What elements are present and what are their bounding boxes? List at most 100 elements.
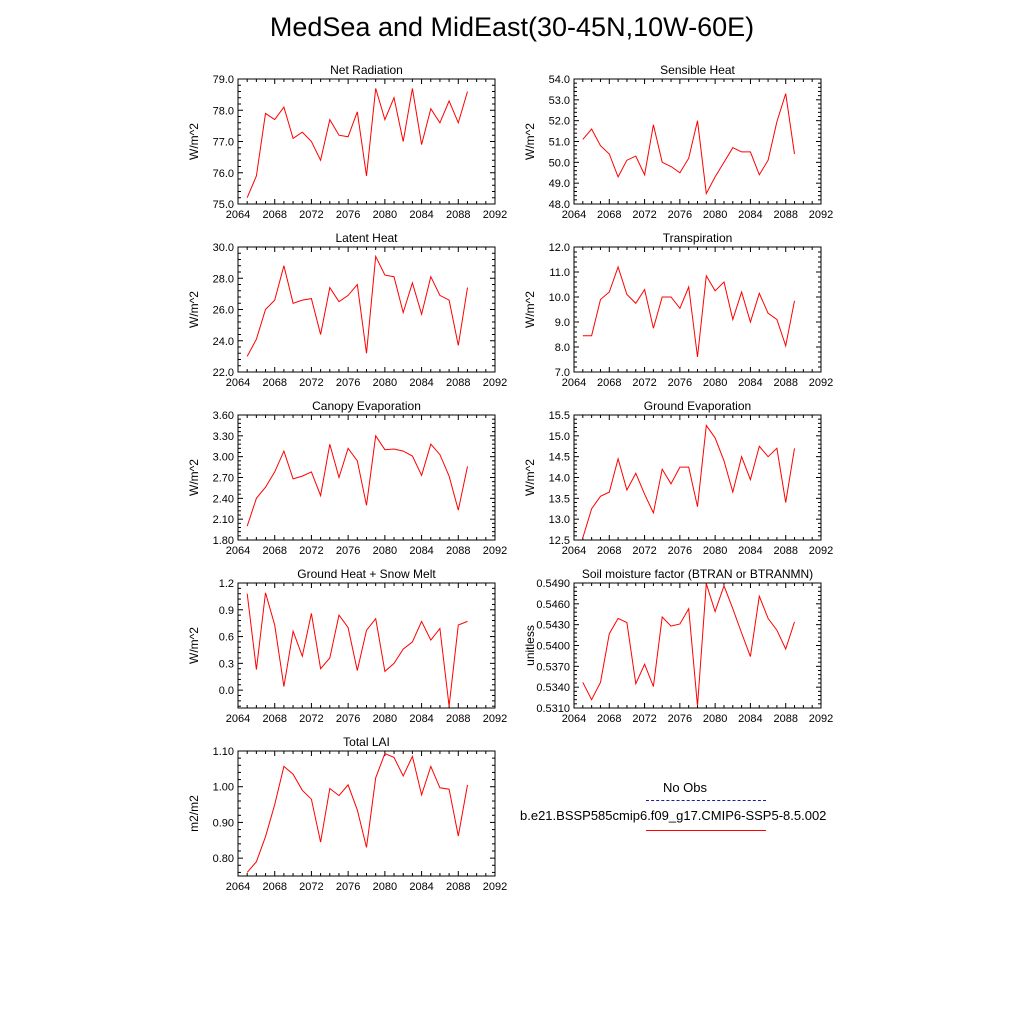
panel-4-ylabel: W/m^2 xyxy=(523,291,537,328)
panel-2-xtick-label: 2084 xyxy=(738,209,762,221)
panel-4-ytick-label: 12.0 xyxy=(549,242,570,254)
panel-1-ytick-label: 78.0 xyxy=(213,105,234,117)
panel-8-xtick-label: 2084 xyxy=(738,713,762,725)
panel-6-ytick-label: 13.0 xyxy=(549,514,570,526)
panel-9-title: Total LAI xyxy=(343,735,390,749)
panel-5-ytick-label: 3.60 xyxy=(213,410,234,422)
panel-3-ytick-label: 22.0 xyxy=(213,367,234,379)
panel-2-xtick-label: 2064 xyxy=(562,209,586,221)
panel-3-ytick-label: 24.0 xyxy=(213,336,234,348)
panel-2-ytick-label: 50.0 xyxy=(549,157,570,169)
panel-6-xtick-label: 2076 xyxy=(668,545,692,557)
panel-8-xtick-label: 2080 xyxy=(703,713,727,725)
panel-8-ytick-label: 0.5490 xyxy=(536,578,570,590)
panel-6-ytick-label: 14.5 xyxy=(549,452,570,464)
panel-2-title: Sensible Heat xyxy=(660,63,735,77)
panel-9-xtick-label: 2080 xyxy=(373,881,397,893)
panel-8-xtick-label: 2064 xyxy=(562,713,586,725)
panel-6-xtick-label: 2084 xyxy=(738,545,762,557)
panel-5-ytick-label: 2.70 xyxy=(213,473,234,485)
panel-1-ytick-label: 75.0 xyxy=(213,199,234,211)
panel-8-xtick-label: 2072 xyxy=(632,713,656,725)
panel-5-ytick-label: 2.10 xyxy=(213,514,234,526)
panel-2-ytick-label: 52.0 xyxy=(549,116,570,128)
panel-7-ylabel: W/m^2 xyxy=(187,627,201,664)
panel-3-xtick-label: 2084 xyxy=(409,377,433,389)
panel-7-ytick-label: 1.2 xyxy=(219,578,234,590)
panel-2-xtick-label: 2092 xyxy=(809,209,833,221)
panel-1-xtick-label: 2092 xyxy=(483,209,507,221)
panel-3-xtick-label: 2064 xyxy=(226,377,250,389)
panel-8-ylabel: unitless xyxy=(523,625,537,666)
panel-2-ytick-label: 53.0 xyxy=(549,95,570,107)
panel-4-ytick-label: 7.0 xyxy=(555,367,570,379)
panel-8-xtick-label: 2092 xyxy=(809,713,833,725)
panel-8-ytick-label: 0.5310 xyxy=(536,703,570,715)
panel-1-ytick-label: 76.0 xyxy=(213,168,234,180)
panel-7-xtick-label: 2092 xyxy=(483,713,507,725)
panel-6-xtick-label: 2068 xyxy=(597,545,621,557)
panel-1-xtick-label: 2080 xyxy=(373,209,397,221)
panel-5-ytick-label: 3.00 xyxy=(213,452,234,464)
panel-2-ytick-label: 49.0 xyxy=(549,178,570,190)
panel-9-xtick-label: 2072 xyxy=(299,881,323,893)
panel-6-ytick-label: 15.0 xyxy=(549,431,570,443)
panel-1-xtick-label: 2084 xyxy=(409,209,433,221)
page-title: MedSea and MidEast(30-45N,10W-60E) xyxy=(269,12,755,42)
panel-5-ytick-label: 2.40 xyxy=(213,493,234,505)
panel-1-ytick-label: 79.0 xyxy=(213,74,234,86)
panel-6-ytick-label: 14.0 xyxy=(549,473,570,485)
panel-7-xtick-label: 2080 xyxy=(373,713,397,725)
panel-8-ytick-label: 0.5340 xyxy=(536,682,570,694)
panel-4-series-line xyxy=(582,265,795,358)
panel-9-xtick-label: 2084 xyxy=(409,881,433,893)
panel-7-ytick-label: 0.3 xyxy=(219,658,234,670)
panel-5-xtick-label: 2080 xyxy=(373,545,397,557)
panel-1-xtick-label: 2068 xyxy=(262,209,286,221)
panel-5-xtick-label: 2084 xyxy=(409,545,433,557)
panel-7-xtick-label: 2076 xyxy=(336,713,360,725)
panel-9-ytick-label: 1.10 xyxy=(213,746,234,758)
panel-9-xtick-label: 2092 xyxy=(483,881,507,893)
panel-4-ytick-label: 11.0 xyxy=(549,267,570,279)
panel-7-xtick-label: 2072 xyxy=(299,713,323,725)
panel-1-xtick-label: 2072 xyxy=(299,209,323,221)
panel-5-title: Canopy Evaporation xyxy=(312,399,421,413)
legend-obs-label: No Obs xyxy=(662,780,708,795)
panel-5-frame xyxy=(237,414,496,541)
panel-7-series-line xyxy=(246,592,468,707)
panel-9-series-line xyxy=(246,752,468,873)
panel-8-xtick-label: 2088 xyxy=(773,713,797,725)
panel-1-xtick-label: 2076 xyxy=(336,209,360,221)
panel-2-ytick-label: 48.0 xyxy=(549,199,570,211)
panel-8-ytick-label: 0.5460 xyxy=(536,599,570,611)
panel-4-ytick-label: 10.0 xyxy=(549,292,570,304)
panel-8-ytick-label: 0.5400 xyxy=(536,641,570,653)
panel-2-ytick-label: 54.0 xyxy=(549,74,570,86)
panel-8-title: Soil moisture factor (BTRAN or BTRANMN) xyxy=(582,567,813,581)
panel-1-ytick-label: 77.0 xyxy=(213,137,234,149)
panel-7-xtick-label: 2084 xyxy=(409,713,433,725)
panel-3-series-line xyxy=(246,254,468,357)
panel-4-ytick-label: 9.0 xyxy=(555,317,570,329)
panel-2-xtick-label: 2068 xyxy=(597,209,621,221)
panel-6-frame xyxy=(573,414,822,541)
legend-run-label: b.e21.BSSP585cmip6.f09_g17.CMIP6-SSP5-8.… xyxy=(520,808,827,823)
panel-6-xtick-label: 2092 xyxy=(809,545,833,557)
panel-5-xtick-label: 2064 xyxy=(226,545,250,557)
panel-7-ytick-label: 0.9 xyxy=(219,605,234,617)
panel-3-ytick-label: 26.0 xyxy=(213,305,234,317)
panel-1-xtick-label: 2088 xyxy=(446,209,470,221)
legend-obs-line xyxy=(646,800,766,801)
panel-6-series-line xyxy=(582,424,795,539)
panel-1-frame xyxy=(237,78,496,205)
panel-3-xtick-label: 2072 xyxy=(299,377,323,389)
panel-4-xtick-label: 2064 xyxy=(562,377,586,389)
panel-5-xtick-label: 2072 xyxy=(299,545,323,557)
panel-3-xtick-label: 2092 xyxy=(483,377,507,389)
panel-8-series-line xyxy=(582,583,795,706)
panel-9-xtick-label: 2064 xyxy=(226,881,250,893)
panel-4-xtick-label: 2080 xyxy=(703,377,727,389)
panel-5-xtick-label: 2076 xyxy=(336,545,360,557)
